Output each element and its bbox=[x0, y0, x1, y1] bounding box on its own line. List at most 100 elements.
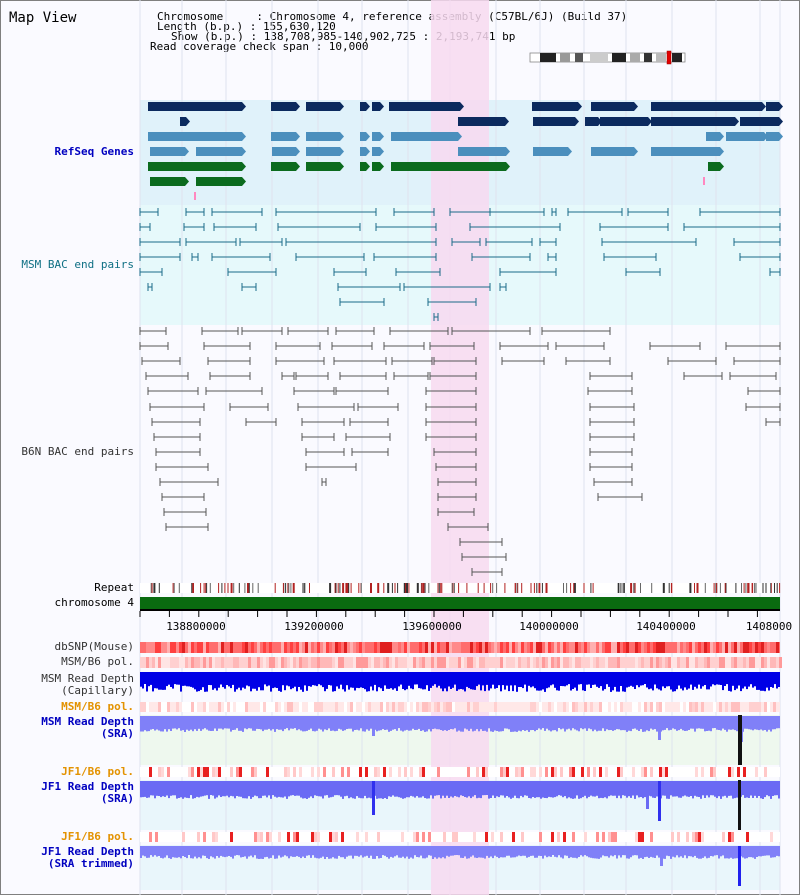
heat-cell bbox=[335, 702, 338, 712]
heat-cell bbox=[284, 767, 287, 777]
depth-bar bbox=[294, 716, 296, 729]
jf1-depth-sra-sublabel: (SRA) bbox=[100, 792, 134, 805]
depth-bar bbox=[682, 781, 684, 797]
repeat-element bbox=[405, 583, 407, 593]
depth-bar bbox=[718, 781, 720, 797]
depth-bar bbox=[262, 672, 264, 691]
repeat-track[interactable] bbox=[140, 583, 781, 593]
depth-bar bbox=[258, 716, 260, 729]
depth-bar bbox=[678, 846, 680, 858]
depth-bar bbox=[468, 716, 470, 731]
msm-bac-label[interactable]: MSM BAC end pairs bbox=[21, 258, 134, 271]
depth-bar bbox=[502, 716, 504, 732]
depth-bar bbox=[480, 846, 482, 858]
depth-bar bbox=[604, 672, 606, 690]
depth-bar bbox=[490, 781, 492, 798]
heat-cell bbox=[260, 832, 263, 842]
repeat-element bbox=[350, 583, 352, 593]
heat-cell bbox=[167, 642, 170, 653]
heat-cell bbox=[410, 767, 413, 777]
chromosome-label[interactable]: chromosome 4 bbox=[54, 596, 134, 609]
depth-bar bbox=[276, 846, 278, 859]
depth-bar bbox=[736, 716, 738, 732]
depth-bar bbox=[532, 716, 534, 730]
heat-cell bbox=[338, 642, 341, 653]
b6n-bac-label[interactable]: B6N BAC end pairs bbox=[21, 445, 134, 458]
heat-cell bbox=[551, 657, 554, 668]
depth-bar bbox=[612, 846, 614, 857]
heat-cell bbox=[332, 642, 335, 653]
jf1-depth-sra-label[interactable]: JF1 Read Depth bbox=[41, 780, 134, 793]
depth-tracks[interactable] bbox=[140, 672, 780, 886]
depth-bar bbox=[230, 846, 232, 857]
depth-bar bbox=[454, 672, 456, 685]
depth-bar bbox=[288, 846, 290, 859]
heat-cell bbox=[311, 657, 314, 668]
depth-bar bbox=[574, 846, 576, 858]
depth-bar bbox=[346, 672, 348, 686]
heat-cell bbox=[290, 642, 293, 653]
depth-bar bbox=[516, 846, 518, 857]
heat-cell bbox=[155, 642, 158, 653]
heat-cell bbox=[728, 767, 731, 777]
depth-bar bbox=[550, 781, 552, 798]
gene-arrow bbox=[779, 102, 783, 111]
msm-depth-sra-label[interactable]: MSM Read Depth bbox=[41, 715, 134, 728]
gene-block bbox=[389, 102, 460, 111]
heat-cell bbox=[317, 657, 320, 668]
depth-bar bbox=[238, 781, 240, 797]
refseq-genes-label[interactable]: RefSeq Genes bbox=[54, 145, 134, 158]
depth-bar bbox=[558, 672, 560, 691]
dbsnp-label[interactable]: dbSNP(Mouse) bbox=[54, 640, 134, 653]
heat-cell bbox=[284, 642, 287, 653]
depth-bar bbox=[464, 716, 466, 729]
heat-cell bbox=[686, 702, 689, 712]
heat-cell bbox=[719, 702, 722, 712]
heat-cell bbox=[722, 657, 725, 668]
jf1-b6-pol-label[interactable]: JF1/B6 pol. bbox=[61, 765, 134, 778]
depth-bar bbox=[770, 781, 772, 799]
heat-cell bbox=[197, 767, 200, 777]
depth-bar bbox=[556, 846, 558, 858]
depth-bar bbox=[774, 716, 776, 730]
depth-bar bbox=[444, 672, 446, 689]
depth-bar bbox=[512, 846, 514, 858]
depth-bar bbox=[182, 846, 184, 856]
depth-bar bbox=[540, 672, 542, 691]
heat-tracks[interactable] bbox=[140, 642, 782, 842]
heat-cell bbox=[446, 657, 449, 668]
depth-bar bbox=[506, 672, 508, 686]
gene-arrow bbox=[366, 147, 370, 156]
depth-bar bbox=[320, 672, 322, 686]
chromosome-bar[interactable] bbox=[140, 597, 780, 609]
refseq-genes-track[interactable] bbox=[148, 102, 783, 200]
repeat-element bbox=[517, 583, 519, 593]
chromosome-ideogram[interactable] bbox=[529, 50, 686, 65]
depth-bar bbox=[328, 781, 330, 798]
depth-bar bbox=[750, 781, 752, 796]
depth-bar bbox=[524, 716, 526, 731]
jf1-b6-pol-label-2[interactable]: JF1/B6 pol. bbox=[61, 830, 134, 843]
depth-bar bbox=[606, 672, 608, 685]
depth-bar bbox=[764, 716, 766, 730]
depth-bar bbox=[564, 716, 566, 732]
msm-bac-track[interactable] bbox=[139, 208, 781, 321]
heat-cell bbox=[317, 767, 320, 777]
msm-b6-pol-label-2[interactable]: MSM/B6 pol. bbox=[61, 700, 134, 713]
depth-bar bbox=[440, 846, 442, 859]
depth-bar bbox=[146, 846, 148, 858]
repeat-label[interactable]: Repeat bbox=[94, 581, 134, 594]
depth-bar bbox=[278, 672, 280, 691]
heat-cell bbox=[539, 702, 542, 712]
depth-bar bbox=[758, 846, 760, 857]
depth-bar bbox=[418, 781, 420, 798]
depth-bar bbox=[386, 781, 388, 799]
depth-bar bbox=[434, 846, 436, 858]
jf1-depth-trimmed-label[interactable]: JF1 Read Depth bbox=[41, 845, 134, 858]
b6n-bac-track[interactable] bbox=[139, 327, 781, 576]
msm-depth-capillary-label[interactable]: MSM Read Depth bbox=[41, 672, 134, 685]
depth-bar bbox=[246, 781, 248, 799]
depth-bar bbox=[640, 716, 642, 730]
msm-b6-pol-label[interactable]: MSM/B6 pol. bbox=[61, 655, 134, 668]
